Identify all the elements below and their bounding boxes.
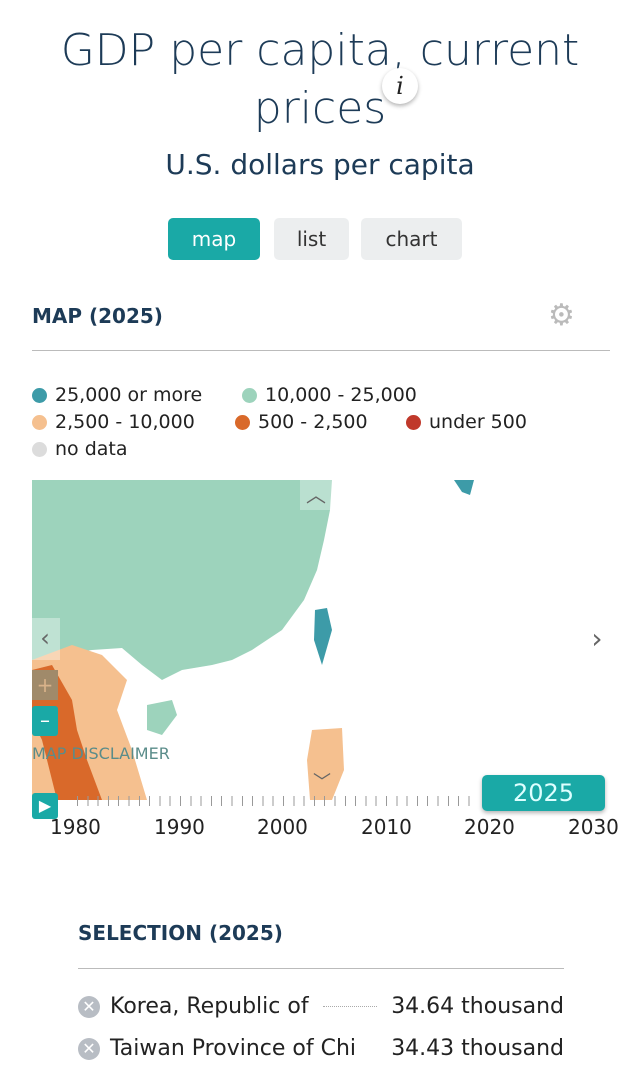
selection-title: SELECTION (2025) xyxy=(78,921,283,945)
divider xyxy=(32,350,610,351)
map-canvas[interactable]: ︿ ‹ › + – ﹀ xyxy=(32,480,610,800)
page-subtitle: U.S. dollars per capita xyxy=(165,148,475,181)
zoom-in-button xyxy=(32,670,58,700)
chevron-down-icon: ﹀ xyxy=(313,772,331,793)
legend-dot xyxy=(235,414,250,430)
gear-icon[interactable]: ⚙ xyxy=(548,298,575,333)
tab-list[interactable]: list xyxy=(274,218,349,260)
zoom-out-button xyxy=(32,706,58,736)
tab-chart[interactable]: chart xyxy=(361,218,462,260)
legend-dot xyxy=(32,414,47,430)
legend-dot xyxy=(32,441,47,457)
timeline-tick-label: 2030 xyxy=(568,815,619,839)
country-name: Taiwan Province of Chi xyxy=(110,1036,357,1061)
timeline-tick-label: 2000 xyxy=(257,815,308,839)
remove-icon[interactable]: ✕ xyxy=(78,995,100,1018)
legend-item[interactable]: 25,000 or more xyxy=(32,384,202,406)
plus-icon: + xyxy=(37,673,54,697)
legend-item[interactable]: under 500 xyxy=(406,411,527,433)
legend-item[interactable]: no data xyxy=(32,438,128,460)
divider xyxy=(78,968,564,969)
map-up-button xyxy=(300,480,332,510)
selected-year-handle[interactable]: 2025 xyxy=(482,775,605,811)
tab-map[interactable]: map xyxy=(168,218,260,260)
country-value: 34.64 thousand xyxy=(391,994,564,1019)
region-hainan xyxy=(147,700,177,735)
legend-label: under 500 xyxy=(429,411,527,433)
legend-dot xyxy=(406,414,421,430)
legend-label: no data xyxy=(55,438,128,460)
info-icon[interactable]: i xyxy=(382,68,418,104)
legend-dot xyxy=(242,387,257,403)
map-left-button xyxy=(32,618,60,660)
minus-icon: – xyxy=(40,708,50,732)
region-china xyxy=(32,480,332,680)
remove-icon[interactable]: ✕ xyxy=(78,1037,100,1060)
region-japan-islands xyxy=(454,480,474,495)
country-value: 34.43 thousand xyxy=(391,1036,564,1061)
legend-label: 25,000 or more xyxy=(55,384,203,406)
legend-item[interactable]: 10,000 - 25,000 xyxy=(242,384,417,406)
chevron-right-icon: › xyxy=(591,622,602,655)
legend-label: 500 - 2,500 xyxy=(258,411,368,433)
timeline-tick-label: 2010 xyxy=(361,815,412,839)
region-philippines xyxy=(307,728,344,800)
legend-label: 2,500 - 10,000 xyxy=(55,411,195,433)
legend-item[interactable]: 500 - 2,500 xyxy=(235,411,368,433)
map-section-title: MAP (2025) xyxy=(32,304,163,328)
selection-row: ✕ Taiwan Province of Chi 34.43 thousand xyxy=(78,1036,564,1061)
map-disclaimer-link[interactable]: MAP DISCLAIMER xyxy=(32,744,170,763)
legend-dot xyxy=(32,387,47,403)
timeline-ticks[interactable] xyxy=(77,796,472,806)
timeline-tick-label: 1980 xyxy=(50,815,101,839)
page-title: GDP per capita, current prices xyxy=(60,25,580,134)
legend-label: 10,000 - 25,000 xyxy=(265,384,417,406)
region-taiwan xyxy=(314,608,332,665)
play-button[interactable]: ▶ xyxy=(32,793,58,819)
chevron-up-icon: ︿ xyxy=(306,483,326,507)
selection-row: ✕ Korea, Republic of 34.64 thousand xyxy=(78,994,564,1019)
leader-line xyxy=(322,1006,378,1007)
country-name: Korea, Republic of xyxy=(110,994,309,1019)
chevron-left-icon: ‹ xyxy=(40,624,50,652)
legend-item[interactable]: 2,500 - 10,000 xyxy=(32,411,195,433)
timeline-tick-label: 2020 xyxy=(464,815,515,839)
timeline-tick-label: 1990 xyxy=(154,815,205,839)
